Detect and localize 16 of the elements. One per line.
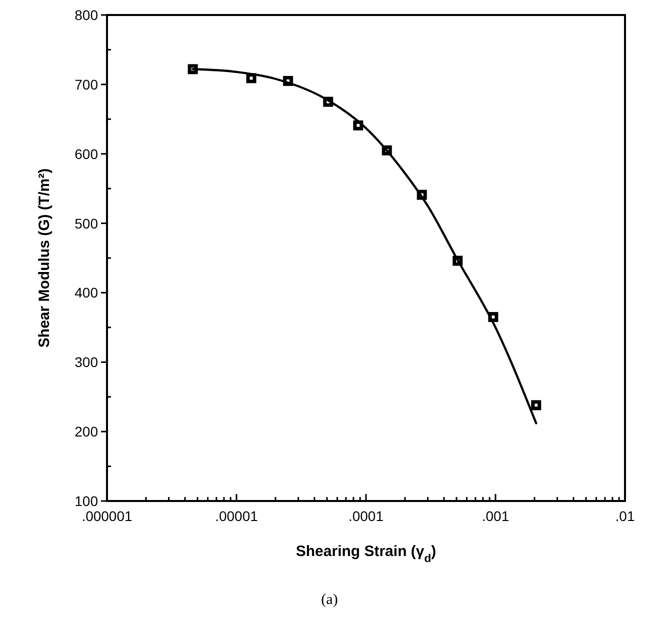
y-tick-label: 100: [74, 493, 98, 509]
y-tick-label: 700: [74, 76, 98, 92]
x-tick-label: .00001: [215, 508, 258, 524]
text: (a): [321, 592, 338, 608]
x-tick-label: .0001: [348, 508, 384, 524]
x-axis-title: Shearing Strain (γ$_{d}$): [296, 543, 436, 565]
y-tick-label: 200: [74, 424, 98, 440]
y-tick-label: 500: [74, 215, 98, 232]
x-tick-label: .01: [615, 508, 635, 524]
x-tick-label: .001: [482, 508, 510, 524]
y-tick-label: 400: [74, 284, 98, 301]
y-tick-label: 800: [74, 7, 98, 23]
y-axis-title: Shear Modulus (G) (T/m²): [36, 168, 53, 348]
y-tick-label: 300: [74, 354, 98, 370]
y-tick-label: 600: [74, 146, 98, 162]
x-tick-label: .000001: [82, 508, 133, 524]
